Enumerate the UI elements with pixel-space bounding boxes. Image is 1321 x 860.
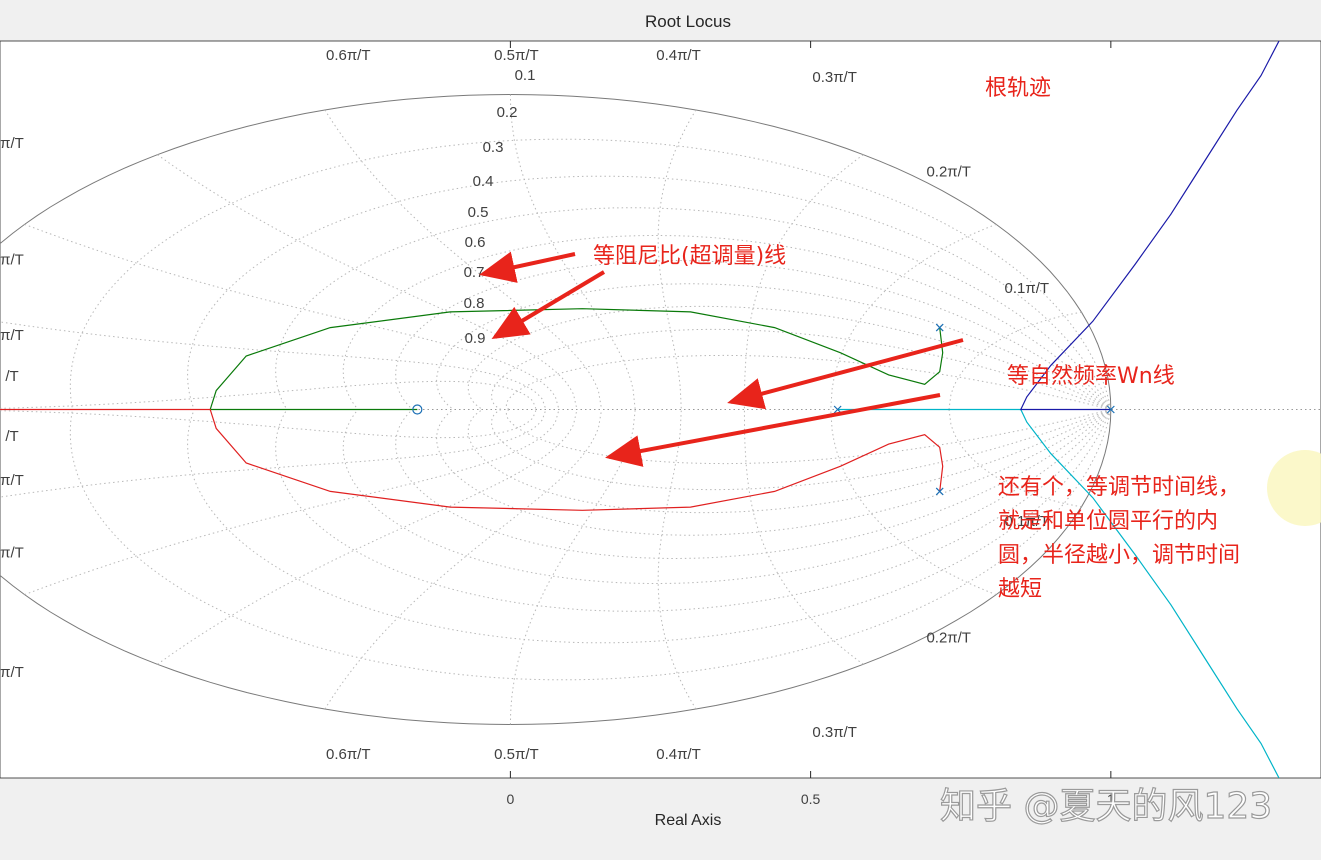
damping-curve (395, 409, 1112, 560)
damping-curve (275, 409, 1112, 612)
frequency-curve (743, 154, 864, 410)
frequency-label: 0.4π/T (656, 47, 701, 64)
settling-note-line-3: 圆，半径越小，调节时间 (998, 543, 1240, 568)
damping-label: 0.8 (464, 295, 485, 312)
frequency-label: 0.2π/T (926, 163, 971, 180)
frequency-curve (0, 409, 537, 439)
pole-stroke (833, 405, 842, 414)
frequency-curve (324, 109, 603, 410)
frequency-label: π/T (0, 472, 24, 489)
damping-label: 0.2 (497, 104, 518, 121)
pole-stroke (1106, 405, 1115, 414)
damping-curve (187, 175, 1112, 410)
frequency-label: π/T (0, 252, 24, 269)
damping-curve (187, 409, 1112, 644)
locus-branch (0, 408, 944, 511)
damping-label: 0.7 (464, 264, 485, 281)
wn-arrow-1 (727, 338, 964, 410)
frequency-curve (657, 109, 697, 410)
damping-label: 0.3 (483, 139, 504, 156)
damping-curve (505, 354, 1111, 410)
frequency-curve (830, 223, 997, 410)
locus-branch (209, 308, 944, 411)
frequency-label: 0.4π/T (656, 746, 701, 763)
frequency-label: 0.5π/T (494, 47, 539, 64)
damping-curve (342, 409, 1112, 584)
frequency-label: 0.3π/T (812, 724, 857, 741)
frequency-label: 0.5π/T (494, 746, 539, 763)
frequency-label: 0.6π/T (326, 47, 371, 64)
damping-line-note: 等阻尼比(超调量)线 (593, 244, 786, 269)
frequency-curve (948, 409, 1082, 508)
zgrid (0, 93, 1321, 726)
damping-curve (467, 305, 1112, 410)
root-locus-note: 根轨迹 (985, 76, 1051, 101)
frequency-label: π/T (0, 327, 24, 344)
wn-line-note: 等自然频率Wn线 (1007, 364, 1175, 389)
frequency-label: 0.3π/T (812, 69, 857, 86)
settling-note-line-1: 还有个，等调节时间线， (998, 475, 1240, 500)
frequency-label: 0.1π/T (1005, 280, 1050, 297)
frequency-label: 0.6π/T (326, 746, 371, 763)
damping-curve (491, 409, 1111, 491)
damping-label: 0.5 (468, 204, 489, 221)
locus-branch (837, 408, 1280, 778)
unit-circle (0, 93, 1112, 726)
frequency-curve (830, 409, 997, 596)
frequency-curve (324, 409, 603, 710)
damping-label: 0.1 (515, 67, 536, 84)
series-layer (0, 41, 1280, 778)
frequency-label: /T (5, 428, 18, 445)
frequency-curve (0, 409, 547, 498)
damping-curve (342, 235, 1112, 410)
damping-arrow-2 (491, 270, 606, 340)
frequency-curve (0, 380, 537, 410)
frequency-label: 0.1π/T (1005, 513, 1050, 530)
damping-curve (491, 328, 1111, 410)
settling-note-line-2: 就是和单位圆平行的内 (998, 509, 1218, 534)
x-tick-label: 1 (1107, 791, 1115, 807)
frequency-label: 0.2π/T (926, 630, 971, 647)
frequency-curve (743, 409, 864, 665)
zero-marker (412, 404, 423, 415)
x-tick-label: 0 (506, 791, 514, 807)
frequency-curve (509, 94, 636, 410)
watermark: 知乎 @夏天的风123 (940, 786, 1272, 827)
pole-marker (935, 323, 944, 332)
frequency-curve (509, 409, 636, 725)
frequency-curve (657, 409, 697, 710)
damping-curve (395, 259, 1112, 410)
pole-stroke (935, 487, 944, 496)
frequency-labels: 0.1π/T0.2π/T0.3π/T0.4π/T0.5π/T0.6π/T0.1π… (0, 47, 1049, 763)
damping-curve (275, 207, 1112, 410)
pole-zero-markers (412, 323, 1115, 496)
pole-stroke (935, 323, 944, 332)
damping-label: 0.9 (465, 330, 486, 347)
annotation-arrows (479, 251, 964, 467)
damping-arrow-1 (479, 251, 576, 283)
pole-marker (935, 487, 944, 496)
damping-curve (467, 409, 1112, 514)
damping-curve (505, 409, 1111, 465)
damping-label: 0.4 (473, 173, 494, 190)
frequency-curve (157, 154, 578, 410)
settling-note-line-4: 越短 (998, 577, 1042, 602)
locus-branch (1019, 41, 1280, 411)
frequency-label: /T (5, 368, 18, 385)
cursor-highlight (1267, 450, 1321, 526)
x-ticks: 00.511.5 (506, 41, 1115, 807)
frequency-label: π/T (0, 664, 24, 681)
pole-marker (1106, 405, 1115, 414)
frequency-label: π/T (0, 545, 24, 562)
x-axis-label: Real Axis (655, 812, 722, 829)
wn-arrow-2 (605, 393, 941, 467)
frequency-curve (157, 409, 578, 665)
x-tick-label: 0.5 (801, 791, 821, 807)
frequency-label: π/T (0, 135, 24, 152)
damping-label: 0.6 (465, 234, 486, 251)
frequency-curve (0, 321, 547, 410)
chart-title: Root Locus (645, 12, 731, 31)
frequency-curve (948, 311, 1082, 410)
